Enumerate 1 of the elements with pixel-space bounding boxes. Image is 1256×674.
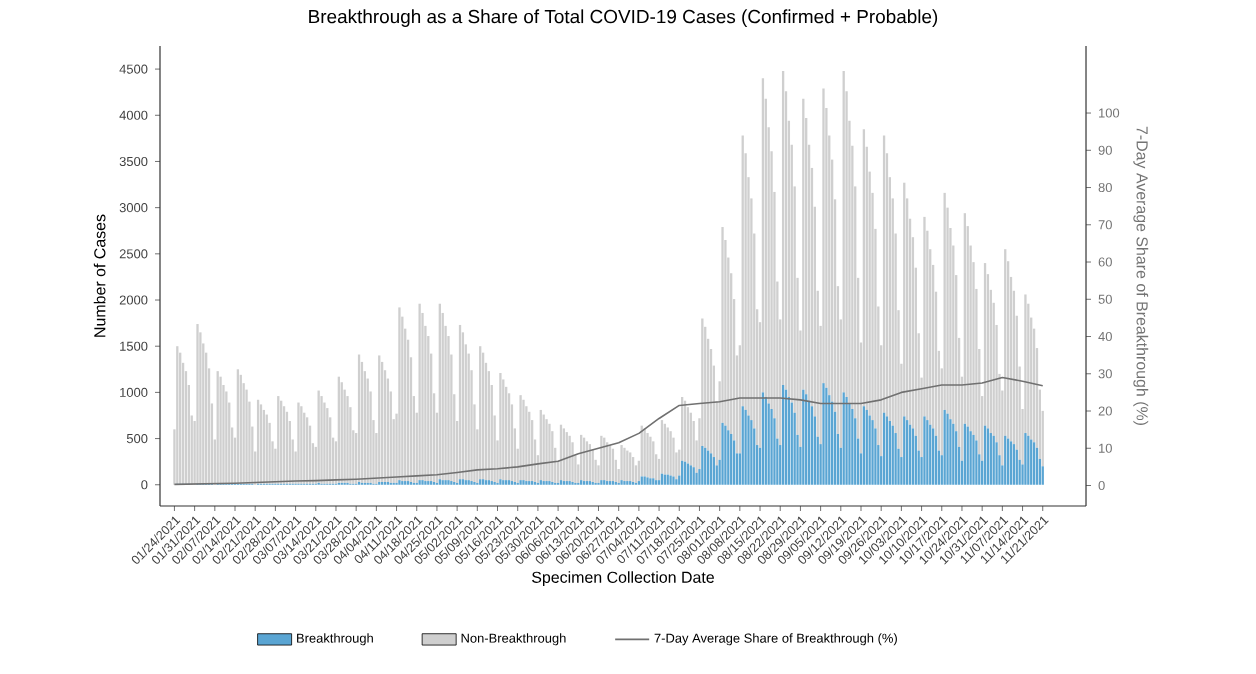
chart-title: Breakthrough as a Share of Total COVID-19 Cases (Confirmed + Probable) xyxy=(309,9,938,28)
